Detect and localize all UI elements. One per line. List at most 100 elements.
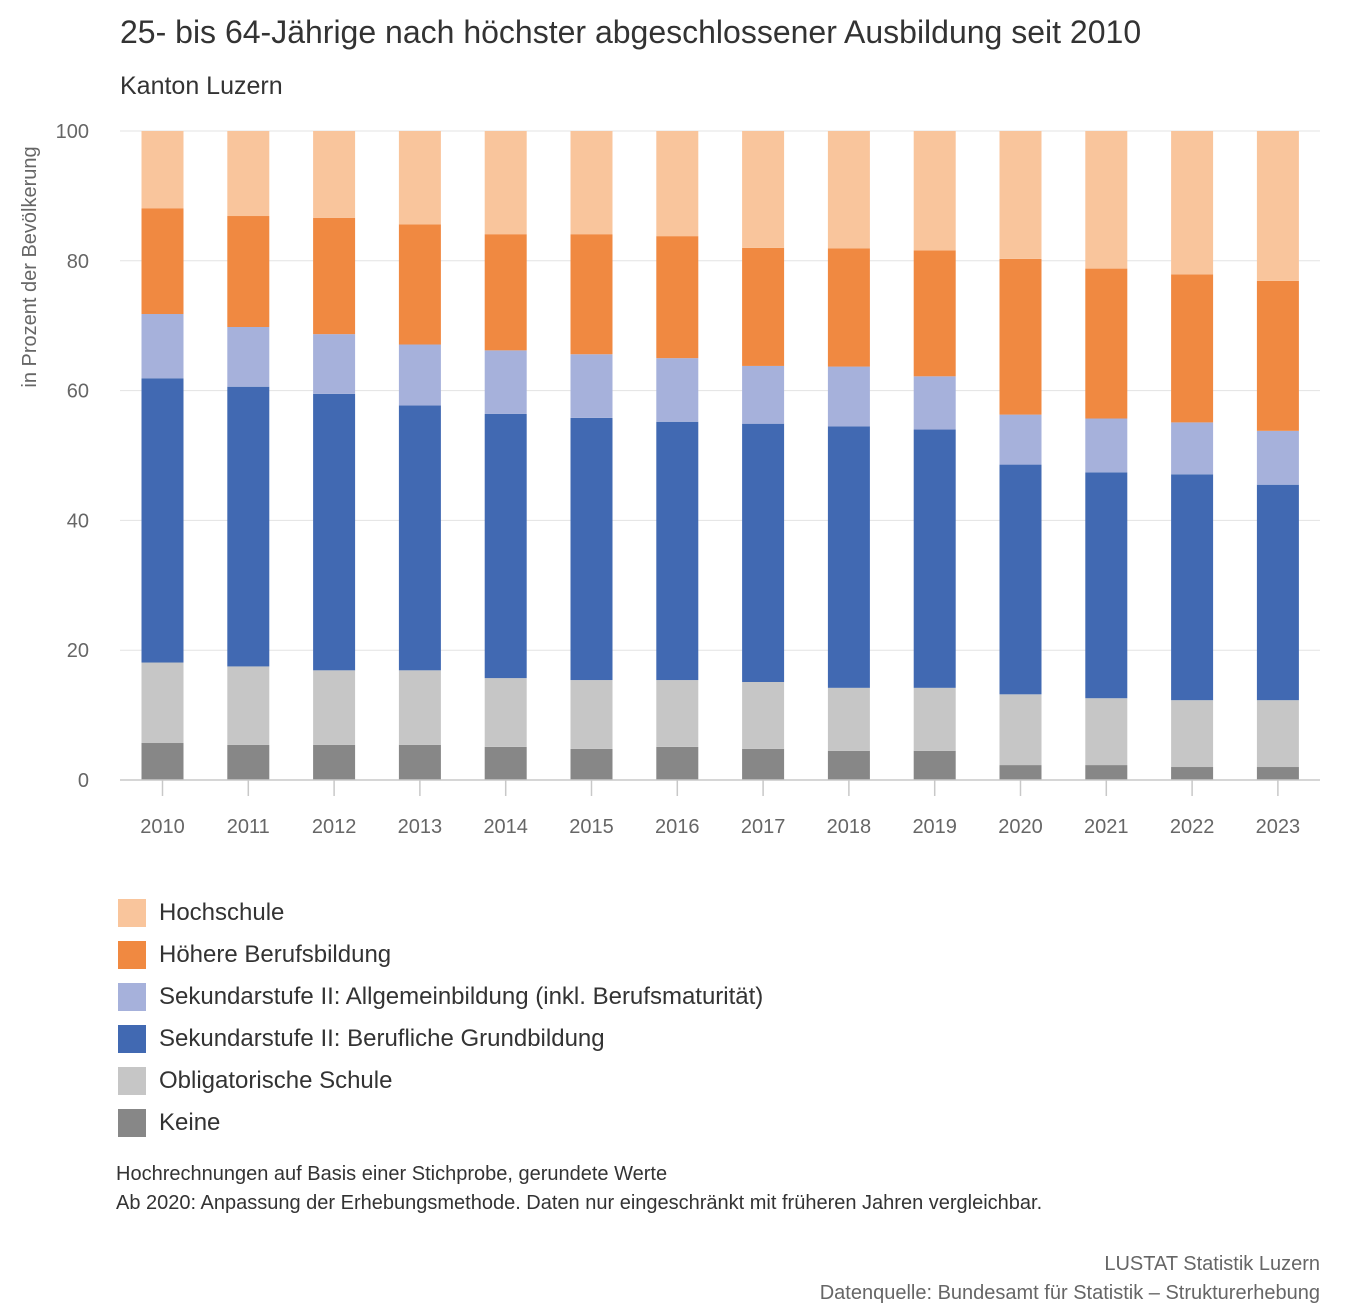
bar-segment (1171, 700, 1214, 768)
bar-segment (1171, 474, 1214, 701)
bar-segment (227, 386, 270, 667)
axes: 0 20 40 60 80 100 2010 2011 2012 2013 2014 2015 2016… (56, 121, 1320, 838)
bar-segment (999, 131, 1042, 259)
bar-segment (999, 258, 1042, 415)
bar-segment (141, 662, 184, 744)
bar-segment (1085, 418, 1128, 473)
x-tick-label: 2022 (1170, 816, 1215, 838)
bar-segment (999, 414, 1042, 465)
bar-segment (1085, 698, 1128, 766)
x-tick-label: 2015 (569, 816, 614, 838)
bar-segment (141, 208, 184, 315)
bar-segment (227, 744, 270, 780)
legend-item: Keine (118, 1102, 763, 1144)
legend-item: Höhere Berufsbildung (118, 934, 763, 976)
y-tick-label: 100 (56, 121, 89, 143)
x-tick-label: 2010 (140, 816, 185, 838)
x-tick-label: 2014 (483, 816, 528, 838)
bar-segment (656, 746, 699, 780)
footnote-sampling: Hochrechnungen auf Basis einer Stichprob… (116, 1163, 668, 1185)
x-tick-label: 2019 (912, 816, 957, 838)
legend-label: Sekundarstufe II: Allgemeinbildung (inkl… (159, 983, 764, 1010)
bar-segment (1171, 274, 1214, 423)
source-credits: LUSTAT Statistik Luzern Datenquelle: Bun… (820, 1250, 1320, 1308)
bar-segment (570, 131, 613, 235)
legend-label: Obligatorische Schule (159, 1067, 393, 1094)
bar-segment (398, 131, 441, 225)
y-tick-label: 20 (67, 640, 89, 662)
bar-segment (1256, 430, 1299, 485)
bar-segment (742, 423, 785, 683)
bar-segment (742, 247, 785, 366)
legend-swatch (118, 1109, 146, 1137)
legend-swatch (118, 1025, 146, 1053)
bar-segment (484, 678, 527, 747)
bar-segment (999, 464, 1042, 695)
bar-segment (913, 429, 956, 688)
bar-segment (1171, 422, 1214, 475)
publisher: LUSTAT Statistik Luzern (1104, 1253, 1320, 1275)
footnotes: Hochrechnungen auf Basis einer Stichprob… (116, 1160, 1042, 1218)
x-tick-label: 2023 (1256, 816, 1301, 838)
bar-segment (398, 224, 441, 345)
bar-segment (484, 746, 527, 780)
legend-item: Sekundarstufe II: Berufliche Grundbildun… (118, 1018, 763, 1060)
legend: Hochschule Höhere Berufsbildung Sekundarst… (118, 892, 763, 1144)
bar-segment (141, 378, 184, 663)
data-source: Datenquelle: Bundesamt für Statistik – S… (819, 1282, 1320, 1304)
y-tick-label: 40 (67, 510, 89, 532)
bar-segment (1256, 767, 1299, 780)
bar-segment (227, 326, 270, 387)
bar-segment (656, 131, 699, 237)
bar-segment (570, 417, 613, 681)
bar-segment (484, 350, 527, 414)
bar-segment (827, 248, 870, 367)
y-axis-label: in Prozent der Bevölkerung (19, 146, 41, 387)
x-tick-label: 2012 (312, 816, 357, 838)
bar-segment (484, 413, 527, 679)
bar-segment (999, 765, 1042, 780)
legend-swatch (118, 983, 146, 1011)
bar-segment (827, 750, 870, 780)
bar-segment (227, 216, 270, 327)
bar-segment (1085, 765, 1128, 780)
legend-label: Keine (159, 1109, 221, 1136)
bar-segment (742, 682, 785, 749)
bar-segment (570, 680, 613, 749)
bar-segment (656, 236, 699, 359)
bar-segment (313, 670, 356, 745)
bar-segment (484, 234, 527, 351)
bar-segment (1256, 280, 1299, 431)
chart-title: 25- bis 64-Jährige nach höchster abgesch… (120, 14, 1142, 50)
bar-segment (1256, 484, 1299, 701)
footnote-method-change: Ab 2020: Anpassung der Erhebungsmethode.… (116, 1192, 1043, 1214)
bar-segment (913, 250, 956, 377)
legend-item: Hochschule (118, 892, 763, 934)
legend-label: Hochschule (159, 899, 285, 926)
bar-segment (742, 748, 785, 780)
y-tick-label: 0 (78, 770, 89, 792)
bar-segment (656, 358, 699, 422)
bar-segment (141, 131, 184, 209)
x-tick-label: 2018 (827, 816, 872, 838)
bar-segment (913, 376, 956, 430)
legend-swatch (118, 1067, 146, 1095)
bar-segment (484, 131, 527, 235)
x-tick-label: 2017 (741, 816, 786, 838)
bar-segment (570, 354, 613, 418)
bar-segment (570, 748, 613, 780)
bar-segment (227, 666, 270, 745)
bar-segment (913, 131, 956, 251)
bar-segment (913, 750, 956, 780)
bar-segment (141, 314, 184, 379)
bar-segment (999, 694, 1042, 766)
chart-subtitle: Kanton Luzern (120, 72, 283, 100)
bar-segment (313, 334, 356, 394)
bar-segment (656, 680, 699, 747)
bar-segment (398, 405, 441, 671)
legend-swatch (118, 899, 146, 927)
bar-segment (656, 421, 699, 681)
bar-segment (398, 744, 441, 780)
x-tick-label: 2011 (227, 816, 270, 838)
bar-segment (1256, 700, 1299, 768)
